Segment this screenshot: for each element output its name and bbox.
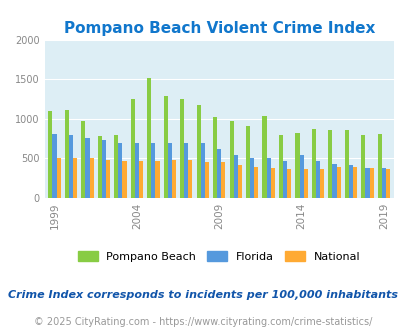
Bar: [344, 130, 348, 198]
Bar: [213, 117, 217, 198]
Bar: [65, 110, 69, 198]
Bar: [377, 134, 381, 198]
Bar: [229, 121, 233, 198]
Bar: [163, 96, 167, 198]
Bar: [155, 161, 159, 198]
Bar: [151, 143, 155, 198]
Bar: [245, 126, 249, 198]
Bar: [180, 99, 184, 198]
Bar: [328, 130, 332, 198]
Legend: Pompano Beach, Florida, National: Pompano Beach, Florida, National: [74, 248, 363, 265]
Bar: [200, 143, 205, 198]
Bar: [118, 143, 122, 198]
Bar: [90, 158, 94, 198]
Bar: [130, 99, 134, 198]
Bar: [81, 121, 85, 198]
Bar: [385, 169, 389, 198]
Bar: [295, 133, 299, 198]
Bar: [114, 135, 118, 198]
Bar: [286, 169, 290, 198]
Bar: [282, 161, 286, 198]
Title: Pompano Beach Violent Crime Index: Pompano Beach Violent Crime Index: [64, 21, 374, 36]
Bar: [196, 105, 200, 198]
Text: © 2025 CityRating.com - https://www.cityrating.com/crime-statistics/: © 2025 CityRating.com - https://www.city…: [34, 317, 371, 327]
Bar: [336, 167, 340, 198]
Bar: [205, 162, 209, 198]
Bar: [73, 158, 77, 198]
Bar: [315, 161, 319, 198]
Bar: [364, 168, 369, 198]
Bar: [233, 155, 237, 198]
Bar: [102, 140, 106, 198]
Bar: [184, 143, 188, 198]
Bar: [381, 168, 385, 198]
Bar: [52, 134, 56, 198]
Bar: [188, 160, 192, 198]
Bar: [171, 160, 176, 198]
Bar: [262, 115, 266, 198]
Bar: [360, 135, 364, 198]
Bar: [98, 136, 102, 198]
Bar: [147, 78, 151, 198]
Text: Crime Index corresponds to incidents per 100,000 inhabitants: Crime Index corresponds to incidents per…: [8, 290, 397, 300]
Bar: [106, 160, 110, 198]
Bar: [303, 169, 307, 198]
Bar: [237, 165, 241, 198]
Bar: [56, 158, 61, 198]
Bar: [122, 161, 126, 198]
Bar: [85, 138, 90, 198]
Bar: [369, 168, 373, 198]
Bar: [319, 169, 324, 198]
Bar: [254, 167, 258, 198]
Bar: [69, 135, 73, 198]
Bar: [332, 164, 336, 198]
Bar: [278, 135, 282, 198]
Bar: [266, 158, 270, 198]
Bar: [299, 155, 303, 198]
Bar: [270, 168, 274, 198]
Bar: [221, 162, 225, 198]
Bar: [167, 143, 171, 198]
Bar: [352, 167, 356, 198]
Bar: [311, 129, 315, 198]
Bar: [48, 111, 52, 198]
Bar: [139, 161, 143, 198]
Bar: [134, 143, 139, 198]
Bar: [249, 158, 254, 198]
Bar: [217, 149, 221, 198]
Bar: [348, 165, 352, 198]
